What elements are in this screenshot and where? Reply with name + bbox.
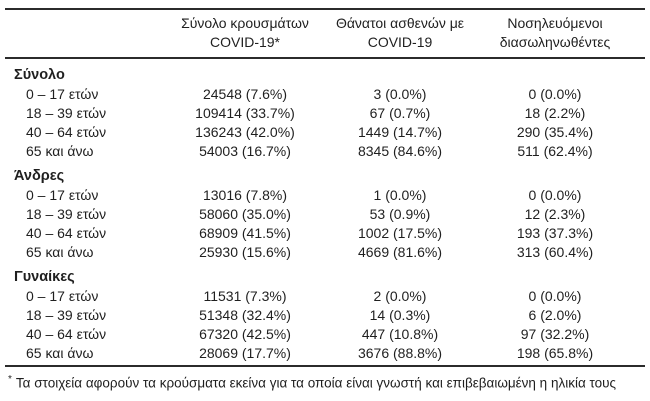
table-row: 0 – 17 ετών 13016 (7.8%) 1 (0.0%) 0 (0.0…	[0, 185, 650, 204]
age-group-label: 18 – 39 ετών	[26, 104, 107, 121]
deaths-value: 67 (0.7%)	[369, 104, 431, 121]
age-group-label: 0 – 17 ετών	[26, 186, 99, 203]
section-title: Άνδρες	[14, 167, 65, 184]
age-group-label: 65 και άνω	[26, 142, 94, 159]
cases-value: 51348 (32.4%)	[199, 306, 291, 323]
header-cases-line1: Σύνολο κρουσμάτων	[181, 15, 309, 31]
age-group-label: 40 – 64 ετών	[26, 123, 107, 140]
table-header-row: Σύνολο κρουσμάτων COVID-19* Θάνατοι ασθε…	[0, 10, 650, 57]
intubated-value: 18 (2.2%)	[524, 104, 586, 121]
deaths-value: 2 (0.0%)	[373, 287, 427, 304]
header-intubated-line2: διασωληνωθέντες	[499, 34, 611, 50]
cases-value: 25930 (15.6%)	[199, 243, 291, 260]
deaths-value: 1 (0.0%)	[373, 186, 427, 203]
age-group-label: 0 – 17 ετών	[26, 85, 99, 102]
table-row: 0 – 17 ετών 24548 (7.6%) 3 (0.0%) 0 (0.0…	[0, 84, 650, 103]
table-row: 0 – 17 ετών 11531 (7.3%) 2 (0.0%) 0 (0.0…	[0, 286, 650, 305]
age-group-label: 65 και άνω	[26, 344, 94, 361]
table-row: 40 – 64 ετών 68909 (41.5%) 1002 (17.5%) …	[0, 223, 650, 242]
header-deaths: Θάνατοι ασθενών με COVID-19	[335, 14, 465, 52]
age-group-label: 40 – 64 ετών	[26, 224, 107, 241]
table-row: 65 και άνω 54003 (16.7%) 8345 (84.6%) 51…	[0, 141, 650, 160]
table-row: 40 – 64 ετών 136243 (42.0%) 1449 (14.7%)…	[0, 122, 650, 141]
intubated-value: 193 (37.3%)	[516, 224, 594, 241]
intubated-value: 6 (2.0%)	[528, 306, 582, 323]
cases-value: 13016 (7.8%)	[202, 186, 288, 203]
section-total: Σύνολο	[0, 65, 650, 84]
deaths-value: 14 (0.3%)	[369, 306, 431, 323]
age-group-label: 65 και άνω	[26, 243, 94, 260]
section-title: Σύνολο	[14, 66, 65, 83]
intubated-value: 290 (35.4%)	[516, 123, 594, 140]
intubated-value: 313 (60.4%)	[516, 243, 594, 260]
table-row: 18 – 39 ετών 58060 (35.0%) 53 (0.9%) 12 …	[0, 204, 650, 223]
age-group-label: 18 – 39 ετών	[26, 205, 107, 222]
cases-value: 58060 (35.0%)	[199, 205, 291, 222]
cases-value: 24548 (7.6%)	[202, 85, 288, 102]
footnote-asterisk: *	[8, 374, 12, 385]
deaths-value: 1449 (14.7%)	[357, 123, 443, 140]
intubated-value: 198 (65.8%)	[516, 344, 594, 361]
intubated-value: 0 (0.0%)	[528, 287, 582, 304]
age-group-label: 18 – 39 ετών	[26, 306, 107, 323]
age-group-label: 0 – 17 ετών	[26, 287, 99, 304]
footnote: * Τα στοιχεία αφορούν τα κρούσματα εκείνα…	[8, 371, 642, 392]
deaths-value: 3 (0.0%)	[373, 85, 427, 102]
header-cases-line2: COVID-19*	[209, 34, 281, 50]
table-row: 18 – 39 ετών 51348 (32.4%) 14 (0.3%) 6 (…	[0, 305, 650, 324]
table-row: 65 και άνω 28069 (17.7%) 3676 (88.8%) 19…	[0, 343, 650, 362]
cases-value: 67320 (42.5%)	[199, 325, 291, 342]
intubated-value: 12 (2.3%)	[524, 205, 586, 222]
table-row: 18 – 39 ετών 109414 (33.7%) 67 (0.7%) 18…	[0, 103, 650, 122]
table-row: 65 και άνω 25930 (15.6%) 4669 (81.6%) 31…	[0, 242, 650, 261]
age-group-label: 40 – 64 ετών	[26, 325, 107, 342]
section-women: Γυναίκες	[0, 267, 650, 286]
deaths-value: 53 (0.9%)	[369, 205, 431, 222]
table-top-rule	[5, 8, 645, 10]
header-bottom-rule	[5, 57, 645, 59]
intubated-value: 511 (62.4%)	[517, 142, 593, 159]
cases-value: 109414 (33.7%)	[195, 104, 295, 121]
intubated-value: 0 (0.0%)	[528, 85, 582, 102]
deaths-value: 3676 (88.8%)	[357, 344, 443, 361]
header-deaths-line1: Θάνατοι ασθενών με	[335, 15, 465, 31]
deaths-value: 8345 (84.6%)	[357, 142, 443, 159]
header-intubated-line1: Νοσηλευόμενοι	[507, 15, 603, 31]
header-intubated: Νοσηλευόμενοι διασωληνωθέντες	[465, 14, 645, 52]
header-cases: Σύνολο κρουσμάτων COVID-19*	[155, 14, 335, 52]
cases-value: 11531 (7.3%)	[203, 287, 287, 304]
cases-value: 54003 (16.7%)	[199, 142, 291, 159]
intubated-value: 0 (0.0%)	[528, 186, 582, 203]
cases-value: 136243 (42.0%)	[195, 123, 295, 140]
deaths-value: 4669 (81.6%)	[357, 243, 443, 260]
intubated-value: 97 (32.2%)	[520, 325, 590, 342]
footnote-rule	[5, 365, 645, 367]
table-row: 40 – 64 ετών 67320 (42.5%) 447 (10.8%) 9…	[0, 324, 650, 343]
footnote-text: Τα στοιχεία αφορούν τα κρούσματα εκείνα …	[15, 375, 617, 391]
header-deaths-line2: COVID-19	[367, 34, 433, 50]
deaths-value: 1002 (17.5%)	[357, 224, 443, 241]
section-men: Άνδρες	[0, 166, 650, 185]
cases-value: 28069 (17.7%)	[199, 344, 291, 361]
section-title: Γυναίκες	[14, 268, 75, 285]
deaths-value: 447 (10.8%)	[361, 325, 439, 342]
cases-value: 68909 (41.5%)	[199, 224, 291, 241]
